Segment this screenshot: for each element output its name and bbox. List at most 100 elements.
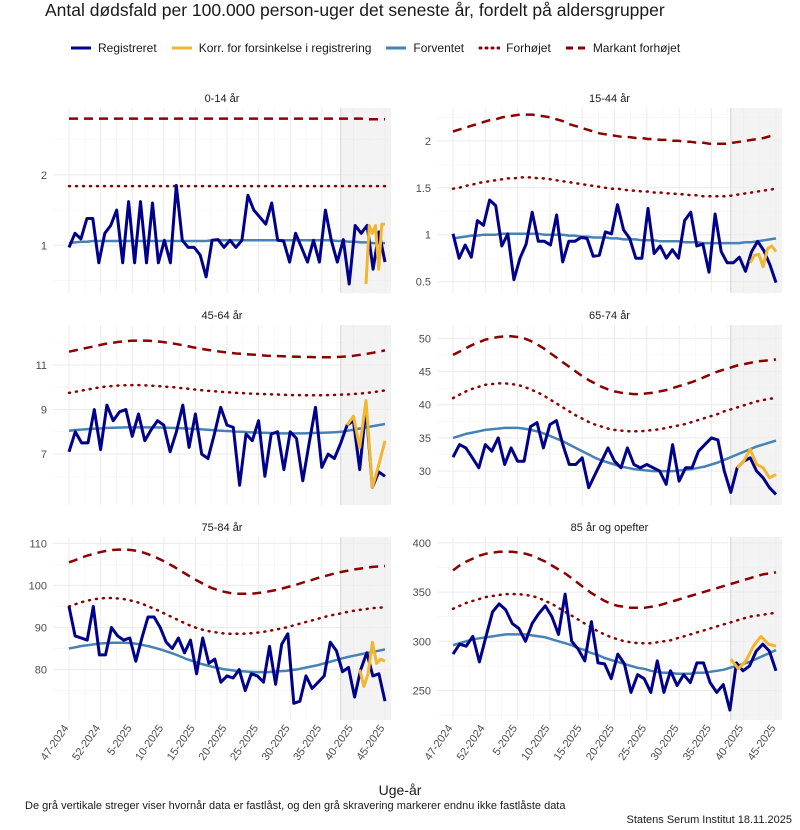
legend-label-registreret: Registreret [98, 41, 157, 55]
y-tick-label: 45 [419, 366, 431, 378]
legend-item-forhojet: Forhøjet [478, 41, 551, 55]
x-tick-label: 35-2025 [291, 723, 324, 763]
y-tick-label: 1.5 [416, 183, 431, 195]
x-tick-label: 45-2025 [354, 723, 387, 763]
series-markant-forh-jet [68, 339, 386, 359]
y-tick-label: 90 [35, 623, 47, 635]
source-note: Statens Serum Institut 18.11.2025 [626, 814, 792, 826]
panel-title: 85 år og opefter [571, 522, 649, 534]
legend-label-forventet: Forventet [413, 41, 465, 55]
legend: Registreret Korr. for forsinkelse i regi… [70, 41, 694, 55]
chart-title: Antal dødsfald per 100.000 person-uger d… [45, 0, 665, 20]
series-korr-for-forsinkelse-i-registrering [729, 634, 777, 671]
series-forventet [68, 422, 386, 435]
panel-15-44-r: 0.5 1 1.5 2 15-44 år [416, 93, 782, 293]
x-tick-label: 25-2025 [228, 723, 261, 763]
y-tick-label: 400 [413, 538, 431, 550]
y-tick-label: 300 [413, 636, 431, 648]
x-tick-label: 52-2024 [70, 723, 103, 763]
x-tick-label: 10-2025 [519, 723, 552, 763]
series-korr-for-forsinkelse-i-registrering [345, 399, 387, 489]
x-tick-label: 30-2025 [649, 723, 682, 763]
y-tick-label: 350 [413, 587, 431, 599]
y-tick-label: 50 [419, 333, 431, 345]
y-tick-label: 2 [41, 170, 47, 182]
legend-swatch-markant [565, 46, 586, 50]
panel-title: 75-84 år [202, 522, 243, 534]
x-tick-label: 15-2025 [165, 723, 198, 763]
shaded-region [730, 325, 782, 505]
series-markant-forh-jet [68, 548, 386, 596]
x-tick-label: 15-2025 [552, 723, 585, 763]
series-forh-jet [451, 382, 778, 433]
legend-label-forhojet: Forhøjet [506, 41, 551, 55]
x-tick-label: 5-2025 [105, 723, 134, 758]
series-korr-for-forsinkelse-i-registrering [364, 222, 385, 285]
legend-swatch-forventet [386, 46, 407, 50]
x-tick-label: 35-2025 [681, 723, 714, 763]
legend-item-markant: Markant forhøjet [565, 41, 680, 55]
series-registreret [67, 605, 387, 705]
y-tick-label: 11 [36, 360, 47, 372]
legend-swatch-korr [171, 46, 192, 50]
x-tick-label: 10-2025 [133, 723, 166, 763]
shaded-region [730, 108, 782, 293]
x-tick-label: 40-2025 [713, 723, 746, 763]
series-markant-forh-jet [452, 550, 777, 610]
panel-title: 15-44 år [589, 93, 630, 105]
series-korr-for-forsinkelse-i-registrering [358, 640, 386, 688]
x-tick-label: 47-2024 [422, 723, 455, 763]
series-korr-for-forsinkelse-i-registrering [748, 244, 778, 269]
series-registreret [451, 592, 778, 712]
x-tick-label: 30-2025 [260, 723, 293, 763]
x-tick-label: 25-2025 [616, 723, 649, 763]
panel-title: 45-64 år [202, 310, 243, 322]
panel-0-14-r: 1 2 0-14 år [41, 93, 391, 293]
series-forh-jet [451, 176, 778, 198]
series-korr-for-forsinkelse-i-registrering [736, 447, 777, 480]
panel-title: 65-74 år [589, 310, 630, 322]
y-tick-label: 2 [425, 136, 431, 148]
shaded-region [730, 537, 782, 720]
panel-65-74-r: 30 35 40 45 50 65-74 år [419, 310, 782, 505]
series-markant-forh-jet [452, 113, 777, 145]
footnote: De grå vertikale streger viser hvornår d… [25, 800, 566, 812]
y-tick-label: 80 [35, 665, 47, 677]
y-tick-label: 1 [425, 230, 431, 242]
legend-item-forventet: Forventet [385, 41, 464, 55]
series-forventet [68, 641, 386, 674]
x-tick-label: 5-2025 [491, 723, 520, 758]
series-registreret [451, 419, 778, 496]
panel-45-64-r: 7 9 11 45-64 år [36, 310, 391, 505]
series-forh-jet [67, 596, 387, 636]
y-tick-label: 0.5 [416, 277, 431, 289]
y-tick-label: 9 [41, 405, 47, 417]
legend-label-korr: Korr. for forsinkelse i registrering [198, 41, 372, 55]
panel-title: 0-14 år [205, 93, 240, 105]
x-tick-label: 20-2025 [196, 723, 229, 763]
series-markant-forh-jet [452, 335, 777, 396]
y-tick-label: 110 [29, 538, 47, 550]
series-forh-jet [451, 592, 778, 645]
y-tick-label: 7 [41, 449, 47, 461]
legend-label-markant: Markant forhøjet [592, 41, 681, 55]
legend-swatch-registreret [71, 46, 91, 50]
y-tick-label: 30 [419, 466, 431, 478]
y-tick-label: 40 [419, 400, 431, 412]
x-tick-label: 47-2024 [38, 723, 71, 763]
legend-item-korr: Korr. for forsinkelse i registrering [171, 41, 372, 55]
y-tick-label: 1 [41, 240, 47, 252]
y-tick-label: 250 [413, 685, 431, 697]
series-markant-forh-jet [69, 117, 385, 121]
y-tick-label: 100 [29, 580, 47, 592]
x-tick-label: 20-2025 [584, 723, 617, 763]
series-registreret [67, 403, 386, 489]
x-tick-label: 52-2024 [455, 723, 488, 763]
y-tick-label: 35 [419, 433, 431, 445]
x-tick-label: 45-2025 [745, 723, 778, 763]
x-axis-label: Uge-år [378, 782, 422, 798]
panel-85-r-og-opefter: 250 300 350 400 85 år og opefter 47-2024 52-20… [413, 522, 782, 763]
